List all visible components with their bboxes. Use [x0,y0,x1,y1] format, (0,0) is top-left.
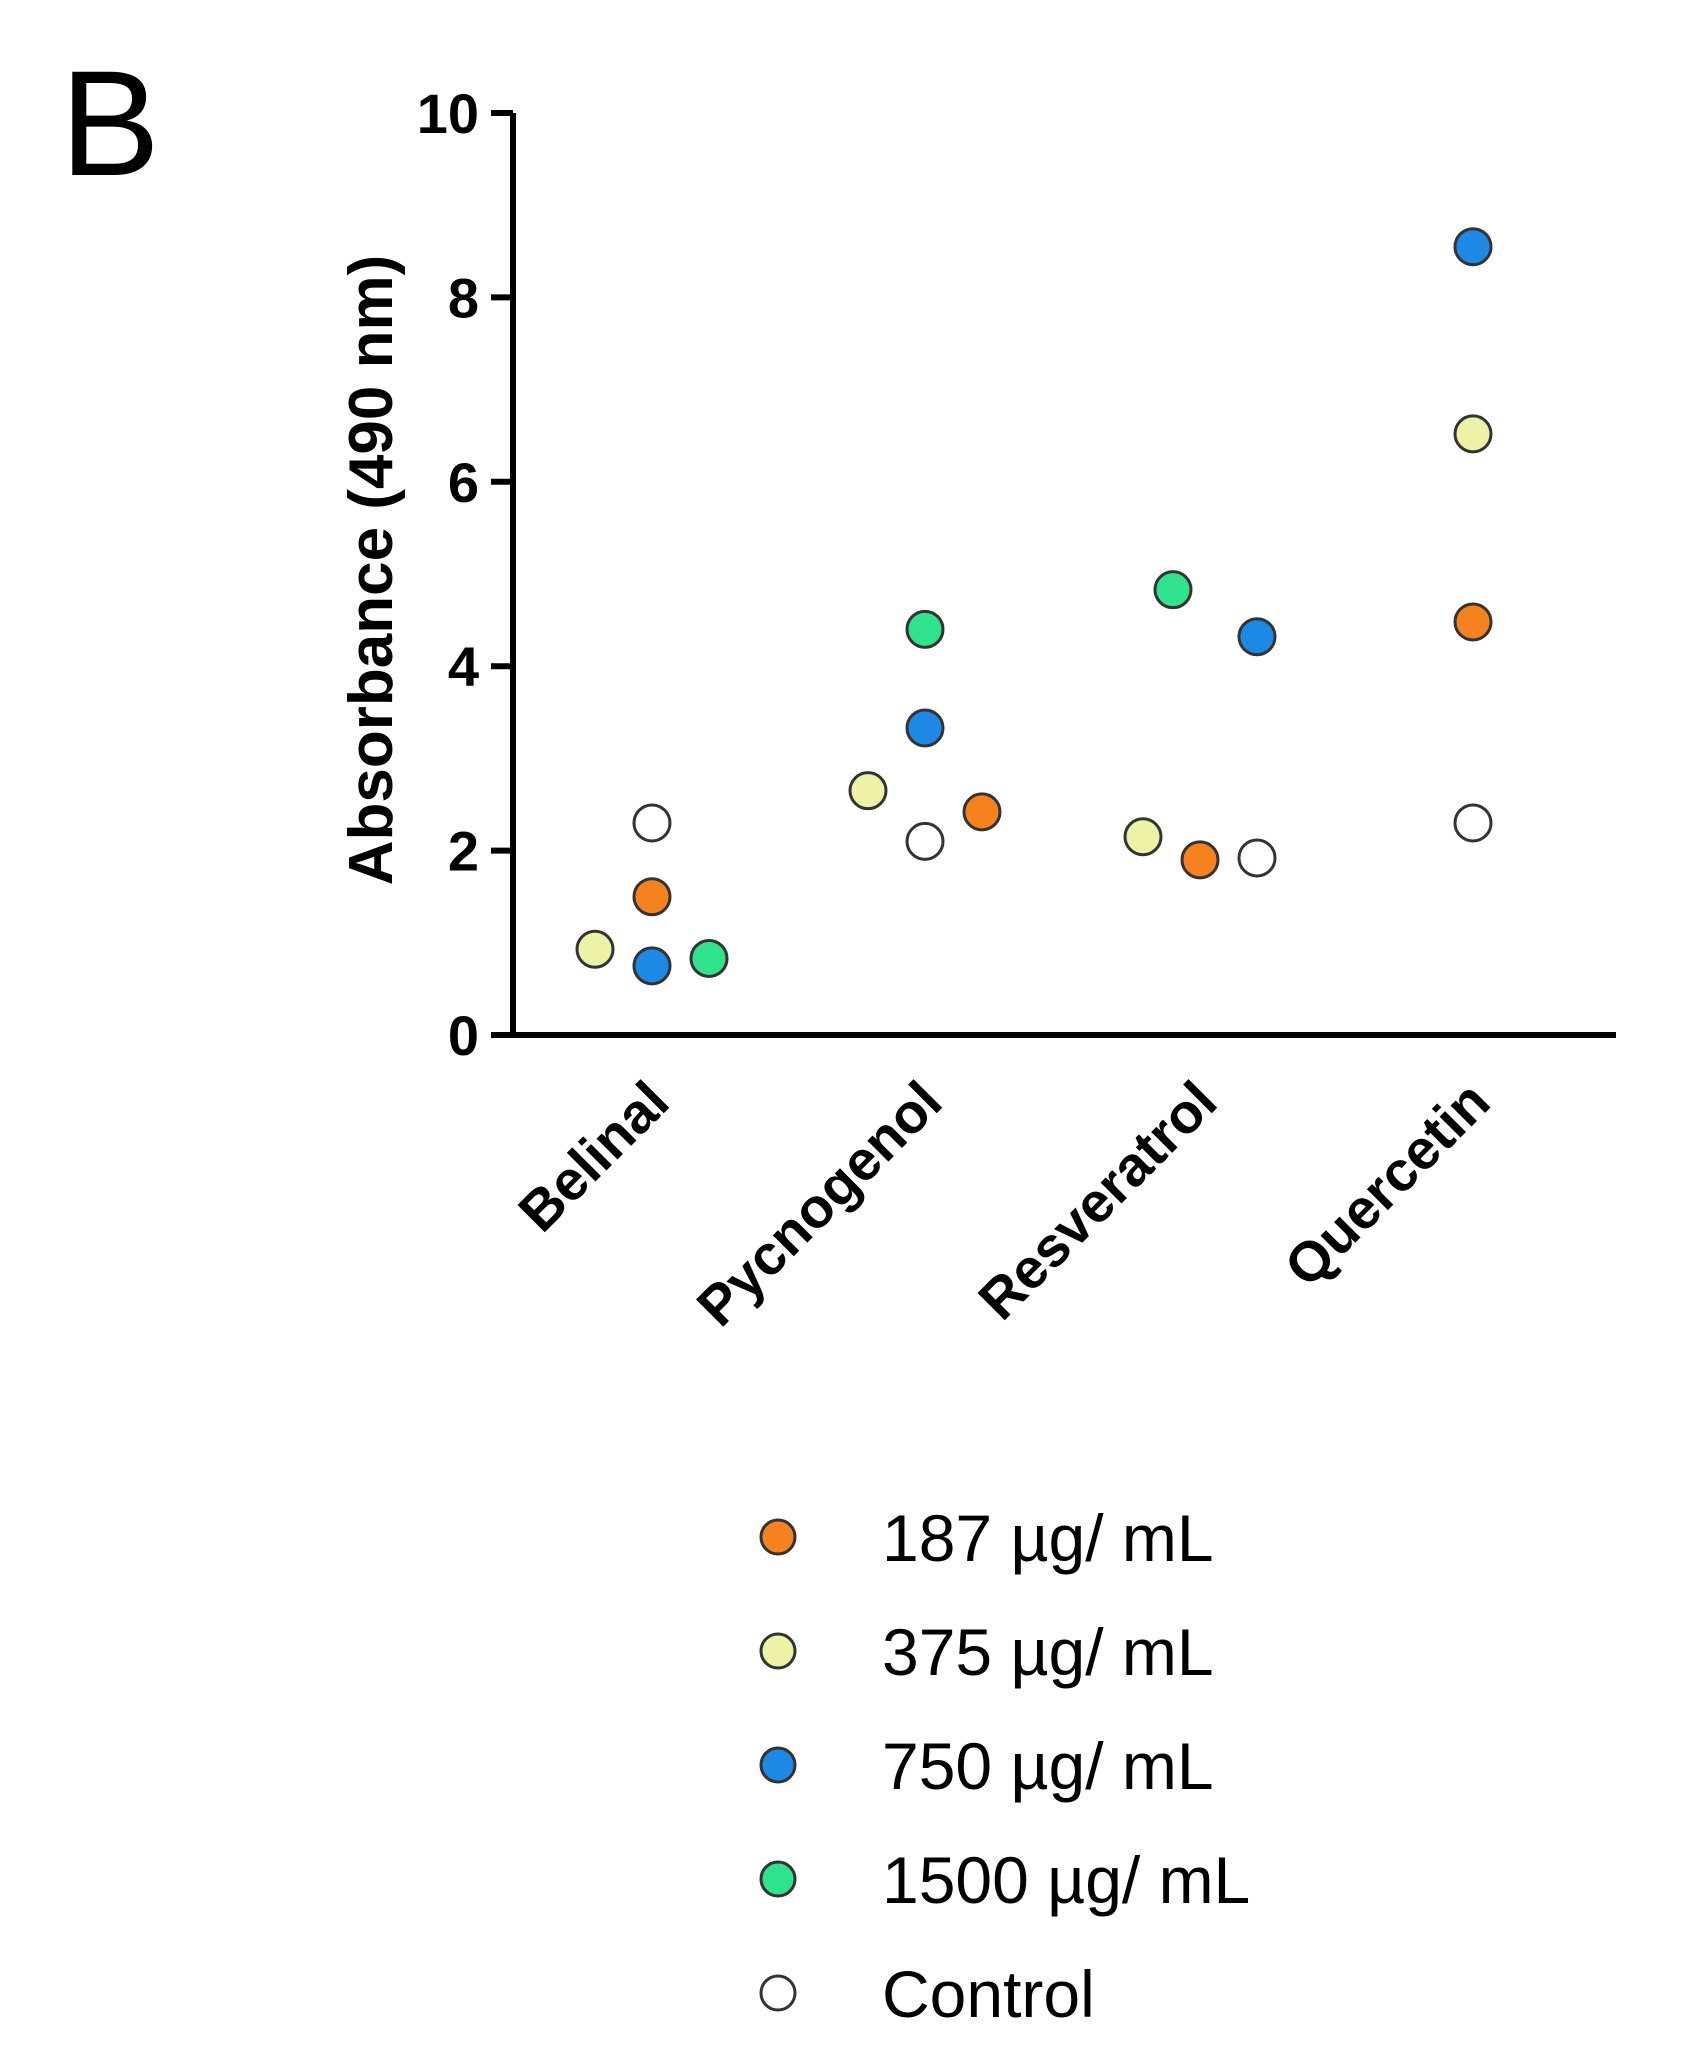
data-point [632,877,672,917]
y-tick-label: 6 [448,451,479,514]
data-point [962,792,1002,832]
data-point [905,609,945,649]
legend-marker [759,1974,797,2012]
legend-label: 375 µg/ mL [882,1615,1214,1689]
y-tick-label: 8 [448,266,479,329]
data-point [689,938,729,978]
y-tick-label: 2 [448,820,479,883]
data-point [1123,817,1163,857]
data-point [1453,227,1493,267]
data-point [848,771,888,811]
legend-label: 750 µg/ mL [882,1729,1214,1803]
data-point [1237,838,1277,878]
data-point [1453,602,1493,642]
x-category-label: Resveratrol [966,1069,1228,1331]
data-point [1180,840,1220,880]
x-category-label: Pycnogenol [685,1069,954,1338]
legend-label: Control [882,1957,1095,2031]
y-tick-label: 10 [417,82,479,145]
legend-label: 187 µg/ mL [882,1501,1214,1575]
y-tick-label: 4 [448,635,479,698]
data-point [1453,803,1493,843]
y-tick-label: 0 [448,1004,479,1067]
axes: 0 2 4 6 8 10 Belinal Pycnogenol Resveratrol Querc… [417,82,1616,1338]
legend-label: 1500 µg/ mL [882,1843,1250,1917]
y-axis-title-group: Absorbance (490 nm) [337,255,406,886]
legend-marker [759,1746,797,1784]
data-points [575,227,1493,986]
x-category-label: Quercetin [1272,1069,1501,1298]
legend-marker [759,1860,797,1898]
data-point [632,803,672,843]
legend: 187 µg/ mL 375 µg/ mL 750 µg/ mL 1500 µg/ m… [759,1501,1250,2031]
data-point [632,946,672,986]
data-point [905,821,945,861]
legend-marker [759,1518,797,1556]
legend-marker [759,1632,797,1670]
panel-label: B [60,39,160,207]
data-point [905,708,945,748]
data-point [1237,617,1277,657]
y-axis-title: Absorbance (490 nm) [337,255,406,886]
data-point [1153,570,1193,610]
data-point [575,929,615,969]
data-point [1453,414,1493,454]
x-category-label: Belinal [506,1069,680,1243]
